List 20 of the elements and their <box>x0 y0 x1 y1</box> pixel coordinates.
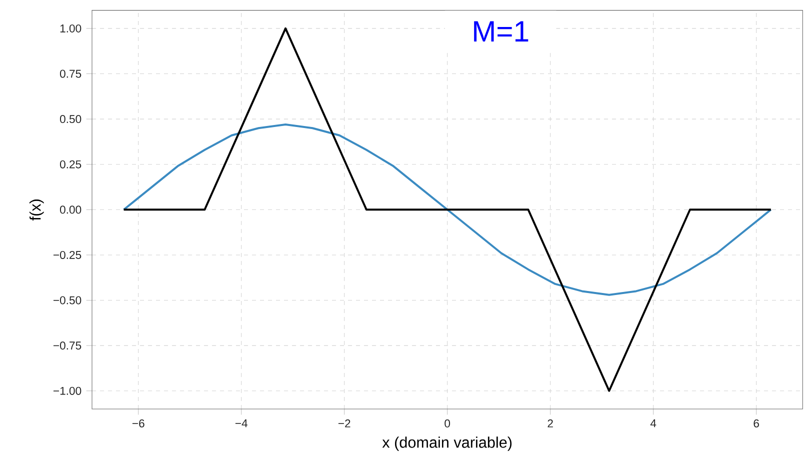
x-tick-label: 6 <box>754 419 759 428</box>
y-tick-label: 0.00 <box>60 206 82 214</box>
x-tick-label: −2 <box>338 419 350 428</box>
y-tick-label: −0.75 <box>53 342 82 350</box>
y-axis-title: f(x) <box>30 200 44 221</box>
x-tick-label: 2 <box>548 419 553 428</box>
x-tick-label: −6 <box>132 419 144 428</box>
y-tick-label: −0.50 <box>53 296 82 304</box>
y-tick-label: 1.00 <box>60 24 82 32</box>
y-tick-label: 0.75 <box>60 70 82 78</box>
annotation: M=1 <box>474 21 528 42</box>
x-axis-title: x (domain variable) <box>382 436 512 451</box>
x-tick-label: 4 <box>650 419 656 428</box>
line-series <box>122 123 772 296</box>
y-tick-label: −1.00 <box>53 386 82 395</box>
x-tick-label: −4 <box>235 419 248 428</box>
y-tick-label: 0.50 <box>60 115 82 124</box>
y-tick-label: 0.25 <box>60 160 82 168</box>
x-tick-label: 0 <box>444 419 450 428</box>
y-tick-label: −0.25 <box>53 250 82 259</box>
